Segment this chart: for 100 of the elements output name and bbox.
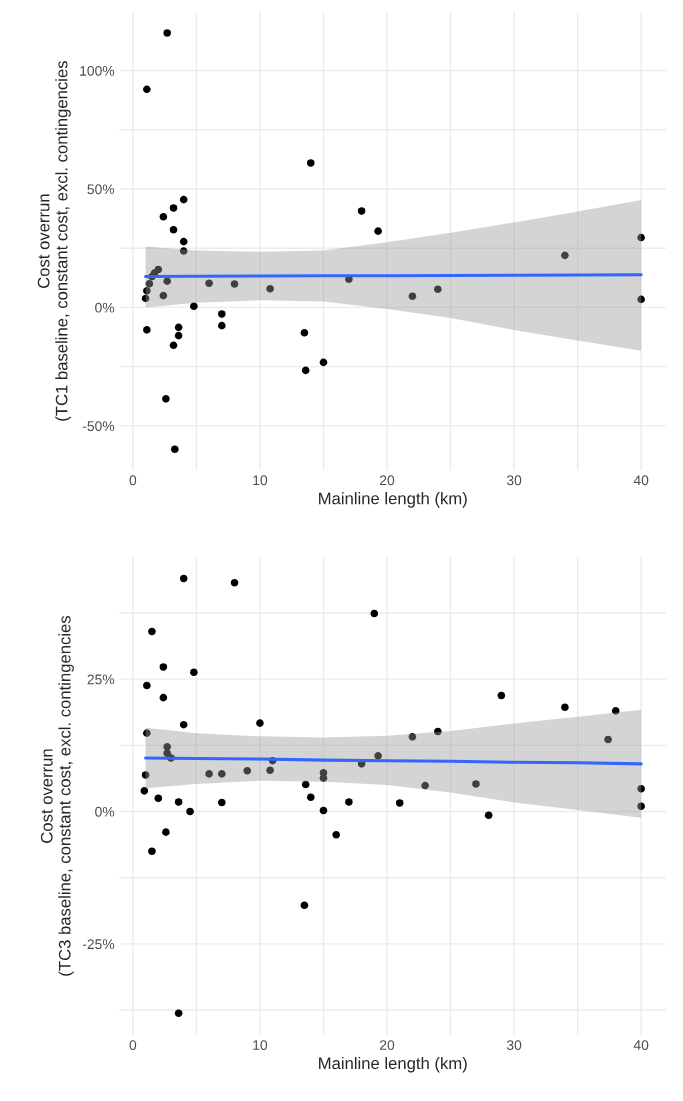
point xyxy=(186,807,194,816)
x-tick-label: 20 xyxy=(379,1040,395,1050)
point xyxy=(163,29,171,37)
point xyxy=(190,302,198,311)
point xyxy=(332,831,340,839)
point xyxy=(611,707,620,715)
point xyxy=(174,1009,183,1018)
point xyxy=(230,578,239,587)
point xyxy=(145,279,154,288)
point xyxy=(637,784,645,793)
point xyxy=(218,321,226,330)
point xyxy=(171,445,179,454)
point xyxy=(357,207,366,215)
point xyxy=(148,847,156,856)
point xyxy=(143,85,151,94)
point xyxy=(266,766,274,775)
point xyxy=(484,811,493,820)
point xyxy=(141,771,150,779)
point xyxy=(148,627,156,636)
point xyxy=(497,691,506,700)
x-tick-label: 10 xyxy=(253,475,268,486)
point xyxy=(408,292,417,301)
point xyxy=(141,294,150,303)
point xyxy=(169,204,178,212)
point xyxy=(637,295,645,304)
point xyxy=(434,727,442,736)
x-tick-label: 20 xyxy=(379,475,395,486)
point xyxy=(179,237,188,246)
point xyxy=(300,901,309,910)
point xyxy=(374,752,382,760)
point xyxy=(154,794,163,803)
point xyxy=(159,212,168,221)
point xyxy=(319,774,328,782)
point xyxy=(395,799,404,807)
x-tick-label: 40 xyxy=(633,1040,649,1050)
point xyxy=(300,328,309,337)
point xyxy=(306,793,315,802)
y-tick-label: 0% xyxy=(95,302,115,313)
point xyxy=(174,798,183,806)
point xyxy=(218,770,226,778)
point xyxy=(472,780,480,788)
y-tick-label: 0% xyxy=(95,806,115,817)
point xyxy=(561,703,569,712)
point xyxy=(143,326,151,334)
point xyxy=(159,291,168,300)
point xyxy=(266,284,274,293)
point xyxy=(345,798,353,806)
point xyxy=(306,159,315,167)
y-tick-label: 50% xyxy=(87,184,115,195)
point xyxy=(162,395,170,403)
point xyxy=(319,806,328,815)
point xyxy=(243,766,252,775)
point xyxy=(205,770,213,778)
point xyxy=(163,743,171,751)
y-tick-label: 25% xyxy=(87,674,115,685)
point xyxy=(159,663,168,671)
point xyxy=(140,787,149,795)
point xyxy=(163,277,171,285)
point xyxy=(408,733,417,741)
x-tick-label: 30 xyxy=(506,1040,522,1050)
point xyxy=(218,310,226,318)
point xyxy=(143,681,151,690)
point xyxy=(179,574,188,583)
point xyxy=(169,225,178,234)
y-axis-title: Cost overrun (TC1 baseline, constant cost, excl. contingencies xyxy=(37,61,71,421)
x-tick-label: 30 xyxy=(506,475,522,486)
x-tick-label: 10 xyxy=(253,1040,268,1050)
point xyxy=(174,331,183,340)
x-tick-label: 0 xyxy=(129,1040,137,1050)
x-tick-label: 40 xyxy=(633,475,649,486)
point xyxy=(179,195,188,204)
point xyxy=(374,227,382,235)
y-tick-label: 100% xyxy=(80,65,115,76)
point xyxy=(637,802,645,811)
x-axis-title: Mainline length (km) xyxy=(319,492,467,508)
point xyxy=(434,285,442,293)
point xyxy=(604,735,612,744)
point xyxy=(218,798,226,807)
point xyxy=(205,279,213,288)
point xyxy=(162,828,170,836)
point xyxy=(169,341,178,350)
point xyxy=(143,729,151,737)
point xyxy=(190,668,198,677)
point xyxy=(179,720,188,729)
point xyxy=(256,719,264,727)
point xyxy=(319,358,328,367)
y-axis-title: Cost overrun (TC3 baseline, constant cost, excl. contingencies xyxy=(40,615,74,976)
x-axis-title: Mainline length (km) xyxy=(319,1056,467,1073)
point xyxy=(421,781,429,790)
point xyxy=(370,609,379,618)
point xyxy=(179,247,188,255)
y-tick-label: -50% xyxy=(82,421,115,432)
point xyxy=(561,251,569,260)
point xyxy=(230,280,239,288)
x-tick-label: 0 xyxy=(129,475,137,486)
point xyxy=(174,323,183,332)
point xyxy=(637,233,645,242)
point xyxy=(143,287,151,295)
point xyxy=(301,366,310,375)
y-tick-label: -25% xyxy=(82,939,115,950)
